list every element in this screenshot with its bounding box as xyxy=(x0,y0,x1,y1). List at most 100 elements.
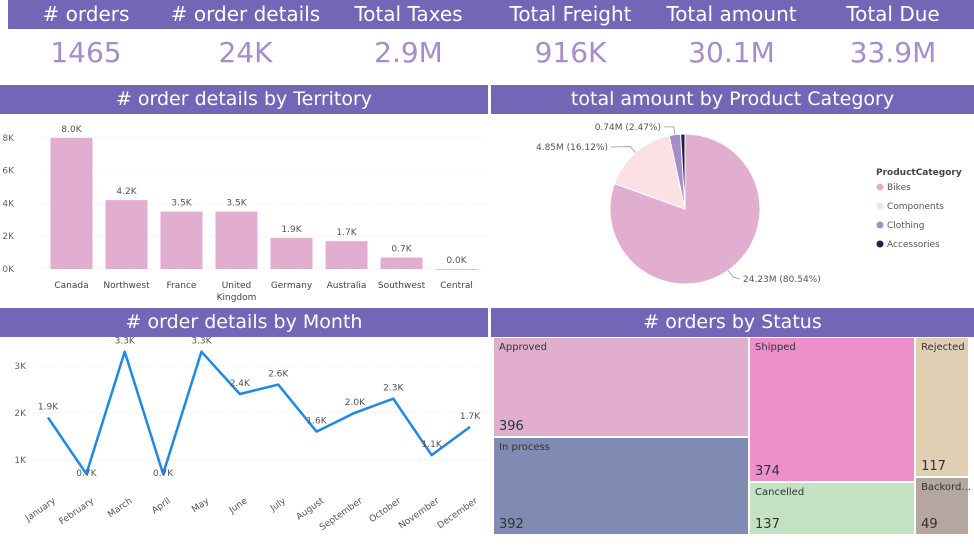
line-data-label: 3.3K xyxy=(115,337,136,347)
treemap-tile[interactable]: Rejected 117 xyxy=(916,338,968,476)
pie-legend-marker xyxy=(876,221,884,229)
bar-category-label: Northwest xyxy=(103,281,150,291)
line-category-label: October xyxy=(368,496,403,525)
pie-data-label: 0.74M (2.47%) xyxy=(595,123,661,133)
kpi-label: Total Taxes xyxy=(327,0,490,29)
treemap-tile-label: Cancelled xyxy=(755,486,805,498)
bar-category-label: Central xyxy=(440,281,473,291)
kpi-value: 916K xyxy=(534,36,607,69)
category-pie-chart[interactable]: 24.23M (80.54%) 4.85M (16.12%) 0.74M (2.47… xyxy=(491,114,974,308)
bar-data-label: 0.0K xyxy=(446,256,467,266)
bar[interactable] xyxy=(215,211,258,269)
treemap-tile[interactable]: Shipped 374 xyxy=(750,338,915,481)
pie-legend-marker xyxy=(876,183,884,191)
line-category-label: July xyxy=(268,496,288,514)
bar[interactable] xyxy=(50,137,93,269)
treemap-tile-value: 137 xyxy=(755,516,780,532)
bar-data-label: 0.7K xyxy=(391,245,412,255)
bar-category-label: Canada xyxy=(54,281,88,291)
bar-category-label: France xyxy=(167,281,197,291)
pie-legend-label[interactable]: Components xyxy=(887,202,944,212)
treemap-tile-label: Backord... xyxy=(921,481,971,493)
treemap-tile-value: 117 xyxy=(921,458,946,474)
bar-data-label: 4.2K xyxy=(116,187,137,197)
line-data-label: 2.3K xyxy=(383,384,404,394)
kpi-label: # orders xyxy=(8,0,164,29)
line-series[interactable] xyxy=(46,350,471,476)
line-category-label: November xyxy=(397,496,441,531)
line-data-label: 2.6K xyxy=(268,370,289,380)
treemap-tile-label: Approved xyxy=(499,342,547,353)
line-ytick-label: 1K xyxy=(14,456,27,466)
line-data-label: 0.7K xyxy=(76,469,97,479)
line-ytick-label: 2K xyxy=(14,409,27,419)
treemap-tile[interactable]: In process 392 xyxy=(494,437,749,534)
bar[interactable] xyxy=(435,269,478,270)
pie-data-label: 24.23M (80.54%) xyxy=(743,275,821,285)
territory-chart-title: # order details by Territory xyxy=(0,85,488,114)
month-line-chart[interactable]: 1K 2K 3K 1.9K January 0.7K February 3.3K March 0.… xyxy=(0,337,488,547)
line-category-label: March xyxy=(106,496,134,520)
pie-legend-title: ProductCategory xyxy=(876,168,962,178)
treemap-tile[interactable]: Cancelled 137 xyxy=(750,482,915,534)
line-data-label: 1.6K xyxy=(306,417,327,427)
line-ytick-label: 3K xyxy=(14,362,27,372)
pie-legend-label[interactable]: Accessories xyxy=(887,240,940,250)
bar[interactable] xyxy=(380,257,423,269)
kpi-label: Total Freight xyxy=(490,0,651,29)
bar[interactable] xyxy=(160,211,203,269)
bar-data-label: 1.9K xyxy=(281,225,302,235)
kpi-card: Total Freight 916K xyxy=(490,0,651,78)
line-data-label: 1.9K xyxy=(38,403,59,413)
bar[interactable] xyxy=(105,200,148,269)
line-data-label: 3.3K xyxy=(191,337,212,347)
line-category-label: December xyxy=(436,496,480,531)
kpi-value: 24K xyxy=(218,36,273,69)
bar-data-label: 3.5K xyxy=(171,199,192,209)
kpi-card: # orders 1465 xyxy=(8,0,164,78)
bar-data-label: 3.5K xyxy=(226,199,247,209)
bar-ytick-label: 0K xyxy=(2,265,15,275)
kpi-label: Total amount xyxy=(651,0,812,29)
bar[interactable] xyxy=(270,237,313,269)
bar-data-label: 1.7K xyxy=(336,228,357,238)
status-treemap[interactable]: Approved 396 In process 392 Shipped 374 Cancel… xyxy=(493,337,971,535)
kpi-label: # order details xyxy=(164,0,327,29)
treemap-tile-label: Rejected xyxy=(921,342,965,353)
pie-slice[interactable] xyxy=(613,135,686,210)
bar-ytick-label: 4K xyxy=(2,199,15,209)
kpi-card: Total Taxes 2.9M xyxy=(327,0,490,78)
line-data-label: 1.1K xyxy=(422,440,443,450)
pie-legend-label[interactable]: Bikes xyxy=(887,183,911,193)
treemap-tile[interactable]: Backord... 49 xyxy=(916,477,971,534)
bar-category-label: Germany xyxy=(271,281,313,291)
treemap-tile[interactable]: Approved 396 xyxy=(494,338,749,436)
line-category-label: June xyxy=(227,496,250,516)
bar[interactable] xyxy=(325,241,368,269)
bar-data-label: 8.0K xyxy=(61,125,82,135)
pie-legend-label[interactable]: Clothing xyxy=(887,221,924,231)
pie-data-label: 4.85M (16.12%) xyxy=(536,143,608,153)
line-data-label: 0.7K xyxy=(153,469,174,479)
line-category-label: September xyxy=(318,496,365,533)
treemap-tile-value: 374 xyxy=(755,463,780,479)
pie-legend-marker xyxy=(876,240,884,248)
treemap-tile-label: In process xyxy=(499,441,550,453)
line-category-label: January xyxy=(23,496,58,525)
treemap-tile-value: 396 xyxy=(499,418,524,434)
territory-bar-chart[interactable]: 0K 2K 4K 6K 8K 8.0K Canada 4.2K Northwest 3.5K Fra… xyxy=(0,114,488,308)
pie-leader-line xyxy=(610,146,636,153)
line-data-label: 2.0K xyxy=(345,398,366,408)
treemap-tile-value: 49 xyxy=(921,516,938,532)
bar-ytick-label: 8K xyxy=(2,134,15,144)
pie-leader-line xyxy=(727,270,741,280)
line-category-label: February xyxy=(58,496,97,527)
kpi-label: Total Due xyxy=(812,0,974,29)
kpi-value: 1465 xyxy=(50,36,122,69)
kpi-value: 30.1M xyxy=(688,36,775,69)
status-chart-title: # orders by Status xyxy=(491,308,974,337)
treemap-tile-value: 392 xyxy=(499,516,524,532)
pie-slice[interactable] xyxy=(680,133,686,210)
line-category-label: April xyxy=(150,496,173,516)
bar-category-label: Southwest xyxy=(378,281,426,291)
